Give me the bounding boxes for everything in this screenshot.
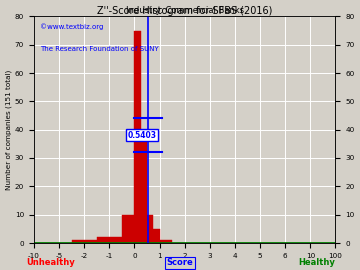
Bar (122, 215, 134, 243)
Title: Z''-Score Histogram for SFBS (2016): Z''-Score Histogram for SFBS (2016) (97, 6, 272, 16)
Text: Industry: Commercial Banks: Industry: Commercial Banks (126, 6, 244, 15)
Text: Unhealthy: Unhealthy (26, 258, 75, 267)
Text: ©www.textbiz.org: ©www.textbiz.org (40, 23, 103, 30)
Y-axis label: Number of companies (151 total): Number of companies (151 total) (5, 70, 12, 190)
Bar (134, 31, 141, 243)
Bar (72, 240, 96, 243)
Bar (141, 130, 147, 243)
Bar (96, 237, 122, 243)
Text: Score: Score (167, 258, 193, 267)
Bar (147, 215, 153, 243)
Text: The Research Foundation of SUNY: The Research Foundation of SUNY (40, 46, 159, 52)
Bar (159, 240, 172, 243)
Text: Healthy: Healthy (298, 258, 335, 267)
Text: 0.5403: 0.5403 (127, 131, 156, 140)
Bar (153, 229, 159, 243)
